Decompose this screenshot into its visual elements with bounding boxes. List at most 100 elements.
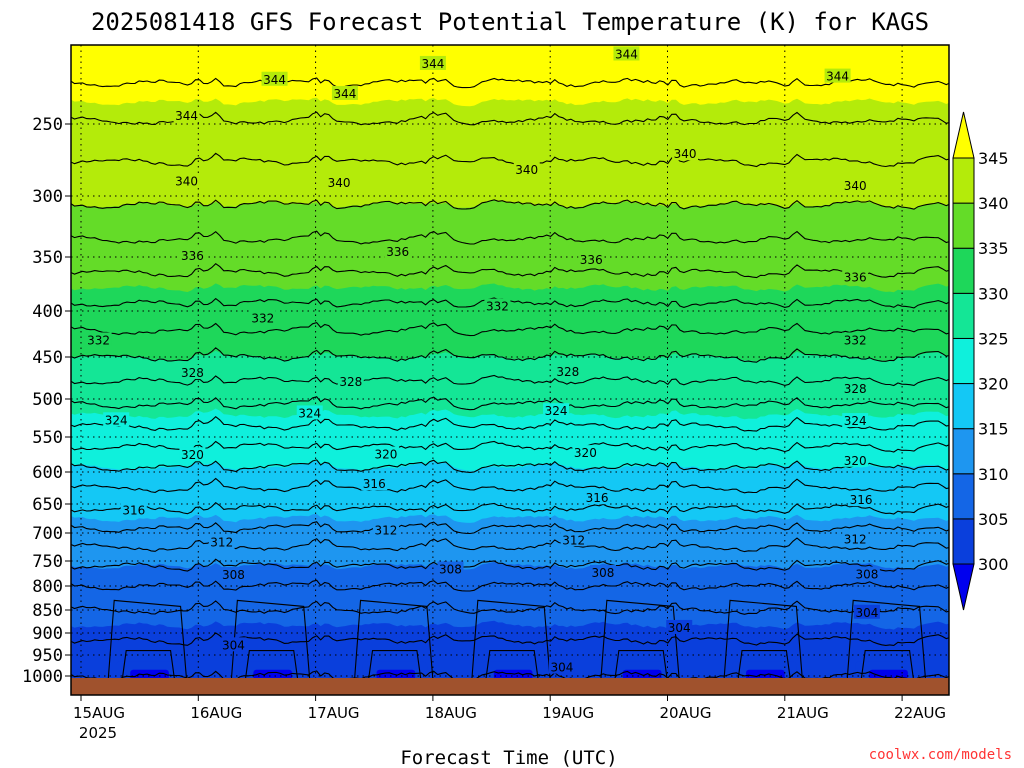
contour-label-bg <box>326 175 353 190</box>
contour-label: 316 <box>586 491 609 505</box>
credit-link[interactable]: coolwx.com/models <box>869 747 1012 763</box>
contour-label: 308 <box>855 568 878 582</box>
contour-320 <box>71 459 949 473</box>
contour-label-bg <box>560 532 587 547</box>
contour-label-bg <box>842 177 869 192</box>
contour-label: 340 <box>674 147 697 161</box>
bl-contour-5 <box>723 599 803 681</box>
bl-contour-inner-0 <box>121 650 176 681</box>
contour-label: 312 <box>375 524 398 538</box>
contour-label: 320 <box>844 454 867 468</box>
colorbar-tick-label: 305 <box>978 510 1009 529</box>
contour-306 <box>71 600 949 615</box>
contour-label: 324 <box>545 404 568 418</box>
contour-label: 308 <box>222 568 245 582</box>
contour-label: 308 <box>439 563 462 577</box>
contour-label-bg <box>419 55 446 70</box>
x-axis-year-label: 2025 <box>79 724 117 742</box>
contour-314 <box>71 521 949 535</box>
contour-label-bg <box>554 364 581 379</box>
contour-label-bg <box>384 244 411 259</box>
contour-label: 344 <box>421 57 444 71</box>
contour-label-bg <box>543 403 570 418</box>
contour-label-bg <box>372 446 399 461</box>
contour-label: 312 <box>562 533 585 547</box>
x-tick-label: 20AUG <box>660 704 712 722</box>
contour-334 <box>71 297 949 309</box>
contour-308 <box>71 579 949 592</box>
contour-label-bg <box>578 252 605 267</box>
contour-label: 340 <box>515 163 538 177</box>
contour-label-bg <box>331 85 358 100</box>
contour-label: 328 <box>844 382 867 396</box>
bl-contour-inner-4 <box>614 650 668 681</box>
y-tick-label: 900 <box>32 624 63 644</box>
contour-label-bg <box>842 413 869 428</box>
contour-label: 332 <box>486 300 509 314</box>
y-tick-label: 550 <box>32 428 63 448</box>
contour-label: 332 <box>844 333 867 347</box>
colorbar-swatch-300 <box>952 518 975 565</box>
colorbar-tick-label: 320 <box>978 375 1009 394</box>
contour-label-bg <box>85 332 112 347</box>
contour-label: 336 <box>181 249 204 263</box>
contour-label: 324 <box>844 414 867 428</box>
contour-332 <box>71 321 949 337</box>
contour-label-bg <box>361 476 388 491</box>
contour-label: 308 <box>592 566 615 580</box>
x-tick-label: 22AUG <box>894 704 946 722</box>
contour-label-bg <box>548 659 575 674</box>
contour-label: 332 <box>251 311 274 325</box>
contour-label-bg <box>179 447 206 462</box>
x-tick-label: 19AUG <box>542 704 594 722</box>
contour-326 <box>71 396 949 411</box>
contour-label: 316 <box>850 493 873 507</box>
x-tick-label: 15AUG <box>73 704 125 722</box>
y-tick-label: 850 <box>32 601 63 621</box>
contour-318 <box>71 477 949 494</box>
contour-336 <box>71 262 949 279</box>
y-tick-label: 450 <box>32 348 63 368</box>
colorbar-tick-label: 300 <box>978 555 1009 574</box>
contour-label: 344 <box>333 87 356 101</box>
bl-core-1 <box>253 669 293 680</box>
contour-lines <box>71 77 949 682</box>
colorbar-swatch-305 <box>952 473 975 520</box>
contour-label-bg <box>842 269 869 284</box>
contour-label-bg <box>589 565 616 579</box>
contour-label: 344 <box>615 47 638 61</box>
y-tick-label: 400 <box>32 302 63 322</box>
contour-label: 316 <box>363 477 386 491</box>
contour-label-bg <box>613 46 640 61</box>
contour-label-bg <box>337 374 364 389</box>
bl-contour-inner-1 <box>244 650 299 681</box>
contour-338 <box>71 230 949 245</box>
colorbar-swatch-320 <box>952 337 975 385</box>
contour-label-bg <box>853 604 880 619</box>
contour-label-bg <box>179 247 206 262</box>
contour-344 <box>71 111 949 126</box>
boundary-layer-cells <box>116 661 920 680</box>
bl-core-6 <box>869 669 908 680</box>
contour-label-bg <box>220 637 247 652</box>
contour-330 <box>71 347 949 363</box>
y-tick-label: 350 <box>32 248 63 268</box>
contour-label: 324 <box>105 413 128 427</box>
plot-frame <box>70 44 950 696</box>
y-tick-label: 300 <box>32 187 63 207</box>
colorbar: 300 305 310 315 320 325 330 335 340 345 <box>952 111 1009 611</box>
contour-label-bg <box>261 71 288 86</box>
y-tick-label: 1000 <box>22 667 63 687</box>
y-tick-label: 750 <box>32 552 63 572</box>
contour-label: 328 <box>339 375 362 389</box>
colorbar-tick-label: 325 <box>978 329 1009 348</box>
x-axis-title: Forecast Time (UTC) <box>400 747 617 768</box>
contour-324 <box>71 415 949 432</box>
bl-contour-4 <box>600 599 680 681</box>
colorbar-extend-max <box>952 111 975 159</box>
contour-label: 344 <box>175 109 198 123</box>
contour-label: 320 <box>375 448 398 462</box>
contour-label-bg <box>842 380 869 395</box>
colorbar-tick-label: 330 <box>978 284 1009 303</box>
contour-322 <box>71 440 949 453</box>
